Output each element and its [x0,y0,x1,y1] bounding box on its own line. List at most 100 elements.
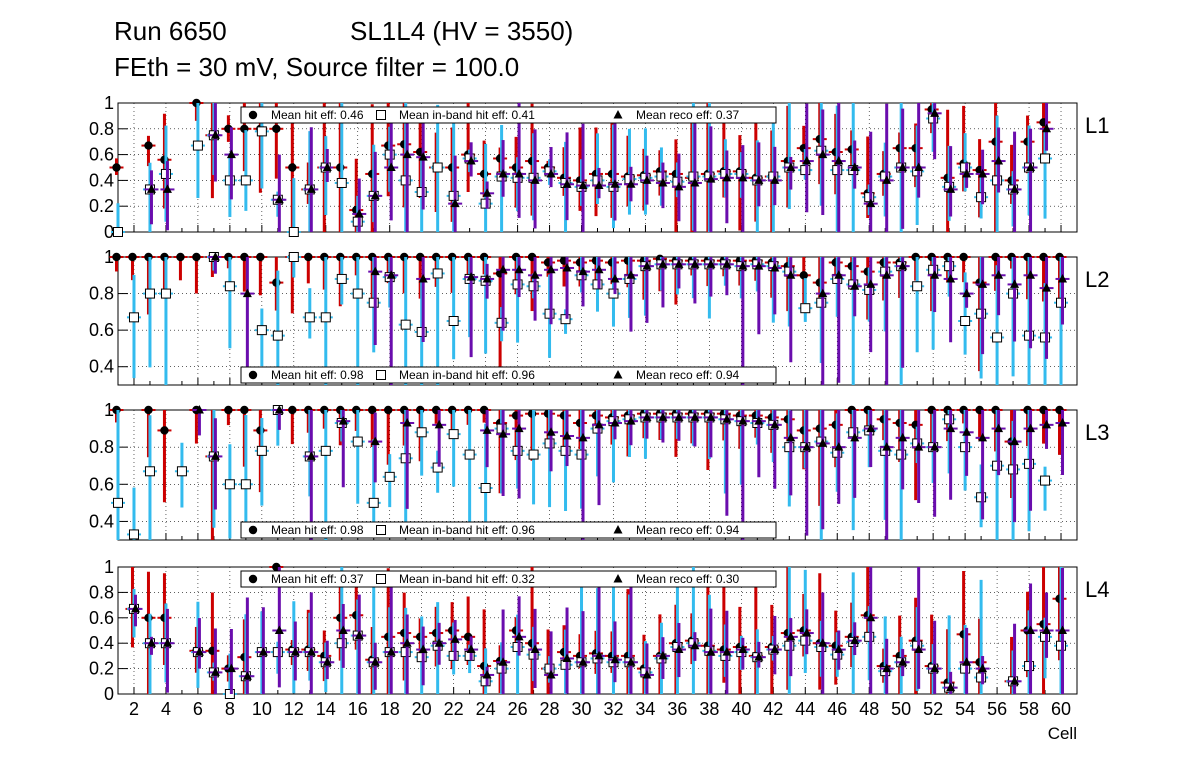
x-tick-label: 32 [603,699,623,719]
reco-eff-point [546,168,556,178]
reco-eff-point [690,412,700,421]
legend-inband-marker [376,110,386,120]
reco-eff-point [450,198,460,208]
reco-eff-point [482,273,492,283]
reco-eff-point [706,647,716,656]
reco-eff-point [642,175,652,184]
reco-eff-point [882,663,892,673]
reco-eff-point [1026,625,1036,634]
reco-eff-point [754,261,764,270]
legend-entry: Mean in-band hit eff: 0.32 [399,572,535,586]
x-tick-label: 56 [987,699,1007,719]
y-tick-label: 0.4 [89,633,114,653]
reco-eff-point [306,184,316,193]
legend-hit-marker [248,110,258,120]
reco-eff-point [738,644,748,654]
y-tick-label: 0 [104,222,114,242]
reco-eff-point [882,442,892,451]
legend-hit-marker [248,525,258,535]
reco-eff-point [658,412,668,421]
inband-eff-point [480,483,491,493]
reco-eff-point [466,644,476,654]
x-tick-label: 20 [412,699,432,719]
inband-eff-point [800,303,811,314]
reco-eff-point [354,208,364,218]
reco-eff-point [194,647,204,656]
reco-eff-point [482,669,492,679]
x-tick-label: 58 [1019,699,1039,719]
reco-eff-point [594,264,604,274]
reco-eff-point [834,644,844,654]
x-tick-label: 4 [161,699,171,719]
reco-eff-point [898,162,908,171]
reco-eff-point [994,423,1004,433]
run-title: Run 6650 [114,16,227,46]
panel-label: L3 [1085,420,1109,445]
hit-eff-point [240,405,249,415]
reco-eff-point [578,657,588,666]
legend-entry: Mean hit eff: 0.98 [271,368,364,382]
reco-eff-point [530,644,540,654]
inband-eff-point [352,288,363,299]
inband-eff-point [256,325,267,336]
reco-eff-point [882,270,892,279]
reco-eff-point [866,612,876,622]
reco-eff-point [978,663,988,673]
reco-eff-point [1042,419,1052,429]
legend-box [240,366,777,384]
hit-eff-point [112,163,121,172]
reco-eff-point [1010,184,1020,193]
reco-eff-point [402,638,412,647]
reco-eff-point [466,156,476,165]
inband-eff-point [320,312,331,323]
reco-eff-point [898,432,908,442]
inband-eff-point [368,497,379,508]
inband-eff-point [256,445,267,456]
hit-eff-point [288,405,297,415]
reco-eff-point [290,647,300,656]
panel-L2: 0.4 0.6 0.8 1 Mean hit eff: 0.98 Mean in-band… [89,247,1109,386]
reco-eff-point [866,198,876,208]
reco-eff-point [946,184,956,193]
reco-eff-point [914,644,924,654]
reco-eff-point [322,162,332,171]
reco-eff-point [498,168,508,178]
reco-eff-point [418,152,428,161]
x-tick-label: 12 [284,699,304,719]
reco-eff-point [674,412,684,421]
reco-eff-point [626,270,636,279]
reco-eff-point [498,264,508,274]
x-tick-label: 18 [380,699,400,719]
legend-entry: Mean in-band hit eff: 0.96 [399,368,535,382]
legend-entry: Mean in-band hit eff: 0.41 [399,108,535,122]
legend-reco-marker [613,525,623,534]
inband-eff-point [304,312,315,323]
inband-eff-point [1040,475,1051,486]
panel-L3: 0.4 0.6 0.8 1 Mean hit eff: 0.98 Mean in-band… [89,400,1109,541]
legend-hit-marker [248,370,258,380]
inband-eff-point [448,429,459,440]
legend-inband-marker [376,370,386,380]
x-tick-label: 48 [859,699,879,719]
reco-eff-point [162,184,172,193]
reco-eff-point [562,431,572,440]
reco-eff-point [242,288,252,298]
reco-eff-point [594,180,604,190]
reco-eff-point [834,442,844,451]
legend-box [240,521,777,539]
reco-eff-point [610,179,620,188]
reco-eff-point [722,259,732,268]
reco-eff-point [370,657,380,666]
reco-eff-point [226,663,236,673]
reco-eff-point [610,273,620,283]
reco-eff-point [130,603,140,613]
x-tick-label: 60 [1051,699,1071,719]
reco-eff-point [818,149,828,159]
reco-eff-point [546,264,556,274]
y-tick-label: 0.6 [89,320,114,340]
hit-eff-point [256,252,265,262]
reco-eff-point [674,181,684,191]
y-tick-label: 0.2 [89,659,114,679]
inband-eff-point [448,316,459,326]
reco-eff-point [1010,279,1020,288]
